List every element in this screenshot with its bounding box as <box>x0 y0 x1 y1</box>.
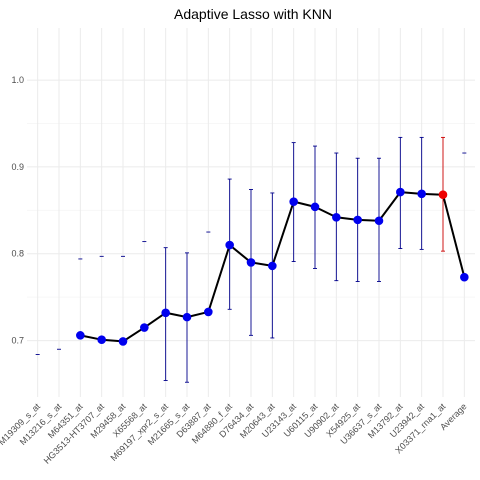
data-point <box>460 272 469 282</box>
data-point <box>246 258 256 267</box>
chart-title: Adaptive Lasso with KNN <box>174 6 332 22</box>
data-point <box>268 261 277 271</box>
y-tick-label: 1.0 <box>11 75 24 85</box>
data-point <box>225 240 234 250</box>
data-point <box>310 202 320 212</box>
data-point <box>353 215 362 225</box>
y-tick-label: 0.9 <box>11 162 24 172</box>
y-axis-ticks: 0.7 0.8 0.9 1.0 <box>11 75 24 345</box>
data-point <box>118 337 128 346</box>
data-point <box>140 323 149 332</box>
data-point <box>417 189 426 199</box>
data-point <box>161 308 170 318</box>
data-point <box>374 216 384 226</box>
data-point <box>182 312 192 322</box>
data-point <box>76 331 85 340</box>
y-tick-label: 0.8 <box>11 249 24 259</box>
data-points <box>76 187 469 346</box>
y-tick-label: 0.7 <box>11 336 24 346</box>
data-point <box>97 335 106 344</box>
data-point <box>438 190 448 200</box>
data-point <box>204 307 213 317</box>
data-point <box>396 187 405 197</box>
x-axis-ticks: M19309_s_atM13216_s_atM64351_atHG3513-HT… <box>0 401 469 466</box>
data-point <box>289 197 298 206</box>
data-point <box>332 212 341 222</box>
